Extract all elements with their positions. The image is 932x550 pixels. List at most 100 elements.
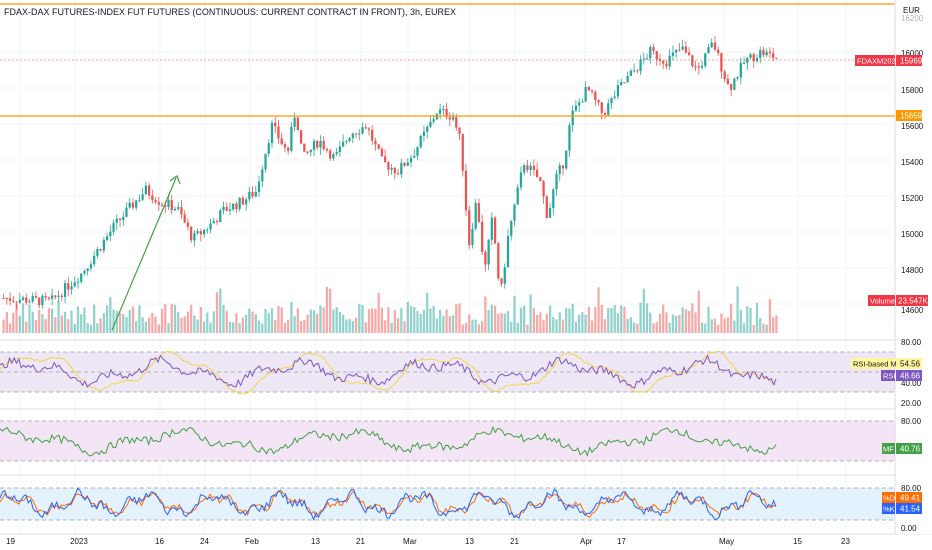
volume-value-tag-label: 23.547K — [898, 297, 928, 306]
candle-body — [222, 207, 225, 211]
volume-bar — [442, 315, 445, 333]
candle-body — [603, 113, 607, 115]
candle-body — [490, 217, 493, 240]
volume-bar — [99, 318, 102, 333]
volume-bar — [739, 309, 742, 333]
candle-body — [225, 207, 228, 211]
last-price-tag[interactable] — [896, 55, 922, 66]
rsi-ma-tag — [851, 358, 895, 369]
volume-bar — [552, 316, 555, 333]
candle-body — [358, 133, 361, 135]
volume-bar — [772, 317, 775, 333]
candle-body — [112, 222, 115, 232]
volume-bar — [154, 316, 157, 333]
candle-body — [697, 66, 700, 68]
candle-body — [687, 52, 691, 56]
volume-bar — [581, 312, 584, 333]
candle-body — [374, 140, 377, 145]
candle-body — [54, 295, 57, 297]
candle-body — [335, 151, 338, 154]
volume-bar — [422, 309, 426, 333]
candle-body — [503, 267, 506, 284]
candle-body — [396, 173, 400, 175]
volume-bar — [354, 317, 358, 333]
candle-body — [513, 204, 516, 221]
volume-bars — [2, 286, 778, 333]
volume-bar — [571, 303, 574, 333]
volume-bar — [616, 313, 620, 333]
candle-body — [345, 140, 348, 142]
volume-bar — [713, 318, 717, 333]
mf-tag — [882, 443, 895, 454]
candle-body — [232, 203, 235, 210]
price-tick: 16000 — [901, 49, 924, 58]
candle-body — [584, 86, 587, 102]
volume-bar — [164, 304, 167, 333]
volume-bar — [510, 321, 513, 333]
candle-body — [160, 204, 164, 206]
candle-body — [565, 150, 568, 169]
rsi-line[interactable] — [0, 354, 777, 389]
candle-body — [154, 200, 157, 203]
candle-body — [60, 295, 63, 297]
volume-bar — [361, 304, 364, 333]
volume-bar — [396, 318, 400, 333]
mf-line[interactable] — [0, 425, 777, 457]
volume-bar — [309, 309, 312, 333]
volume-bar — [341, 314, 345, 333]
candle-body — [377, 144, 380, 149]
volume-bar — [729, 303, 733, 333]
volume-bar — [516, 322, 519, 333]
candle-body — [755, 57, 759, 62]
candle-body — [752, 54, 755, 62]
candle-body — [115, 218, 118, 223]
volume-bar — [736, 286, 739, 333]
volume-bar — [629, 317, 633, 333]
candle-body — [180, 207, 183, 215]
volume-bar — [597, 287, 600, 333]
stoch-k-line[interactable] — [0, 487, 777, 522]
time-axis[interactable]: 19 2023 16 24 Feb 13 21 Mar 13 21 Apr 17… — [6, 537, 850, 546]
stoch-tick: 0.00 — [901, 524, 917, 533]
level-price-tag[interactable] — [896, 110, 922, 121]
candle-body — [632, 70, 636, 72]
candle-body — [442, 108, 445, 110]
candle-body — [600, 102, 603, 114]
candle-body — [717, 49, 720, 54]
volume-bar — [125, 316, 128, 333]
volume-bar — [190, 304, 193, 333]
mf-value-tag — [896, 443, 922, 454]
candle-body — [128, 202, 131, 208]
mf-value: 40.76 — [900, 445, 921, 454]
volume-bar — [477, 324, 481, 333]
volume-bar — [526, 324, 529, 333]
candle-body — [109, 231, 112, 237]
candle-body — [364, 127, 367, 129]
candle-body — [545, 196, 548, 218]
candle-body — [380, 148, 384, 157]
candle-body — [384, 156, 387, 163]
candle-body — [746, 57, 749, 63]
volume-bar — [746, 306, 749, 333]
candle-body — [739, 62, 742, 78]
candle-body — [138, 199, 141, 201]
volume-bar — [668, 322, 671, 333]
candle-body — [658, 59, 662, 61]
volume-bar — [681, 307, 684, 333]
candle-body — [12, 300, 15, 302]
candle-body — [519, 172, 523, 188]
candle-body — [678, 49, 681, 51]
price-axis-tick-partial: 16200 — [901, 14, 924, 23]
trend-arrow-drawing[interactable] — [111, 177, 177, 331]
volume-bar — [535, 314, 539, 333]
volume-bar — [138, 305, 141, 333]
volume-bar — [636, 323, 639, 333]
volume-value-tag — [896, 295, 928, 306]
price-candles[interactable] — [2, 35, 778, 310]
volume-bar — [186, 311, 190, 333]
volume-bar — [225, 311, 228, 333]
candle-body — [610, 97, 613, 104]
volume-bar — [151, 312, 154, 333]
volume-bar — [487, 310, 490, 333]
